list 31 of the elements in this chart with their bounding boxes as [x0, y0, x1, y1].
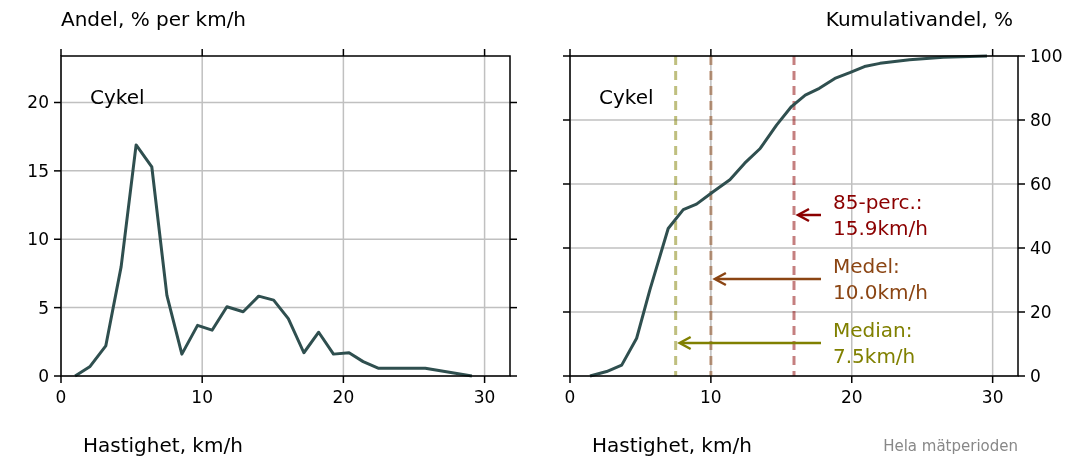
ref-line-label: Median: 7.5km/h: [833, 318, 916, 368]
ref-line-label: 85-perc.: 15.9km/h: [833, 190, 929, 240]
x-tick-label: 30: [473, 387, 496, 407]
text: Hela mätperioden: [883, 437, 1018, 455]
x-axis-title: Hastighet, km/h: [83, 433, 243, 457]
x-tick-label: 10: [191, 387, 214, 407]
y-tick-label: 15: [27, 160, 49, 181]
y2-tick-label: 100: [1030, 46, 1063, 66]
x-tick-label: 20: [332, 387, 355, 407]
y2-tick-label: 80: [1030, 110, 1052, 130]
x-tick-label: 10: [700, 387, 722, 407]
x-tick-label: 20: [840, 387, 863, 407]
annotation: Cykel: [599, 85, 654, 109]
y-tick-label: 5: [38, 297, 49, 318]
line-series: [588, 54, 989, 378]
x-tick-label: 0: [55, 387, 67, 407]
ref-line-label: Medel: 10.0km/h: [833, 254, 929, 304]
x-tick-label: 0: [564, 387, 576, 407]
x-axis-title: Hastighet, km/h: [592, 433, 752, 457]
y2-axis-title: Kumulativandel, %: [825, 7, 1013, 31]
y2-tick-label: 40: [1030, 238, 1052, 258]
y2-tick-label: 20: [1030, 302, 1052, 322]
y-tick-label: 10: [27, 229, 49, 250]
annotation: Cykel: [90, 85, 145, 109]
y-tick-label: 0: [38, 366, 49, 386]
y2-tick-label: 60: [1030, 174, 1052, 194]
x-tick-label: 30: [981, 387, 1004, 407]
y2-tick-label: 0: [1030, 366, 1041, 386]
y-tick-label: 20: [27, 92, 49, 113]
y-axis-title: Andel, % per km/h: [61, 7, 247, 31]
line-series: [73, 143, 474, 378]
